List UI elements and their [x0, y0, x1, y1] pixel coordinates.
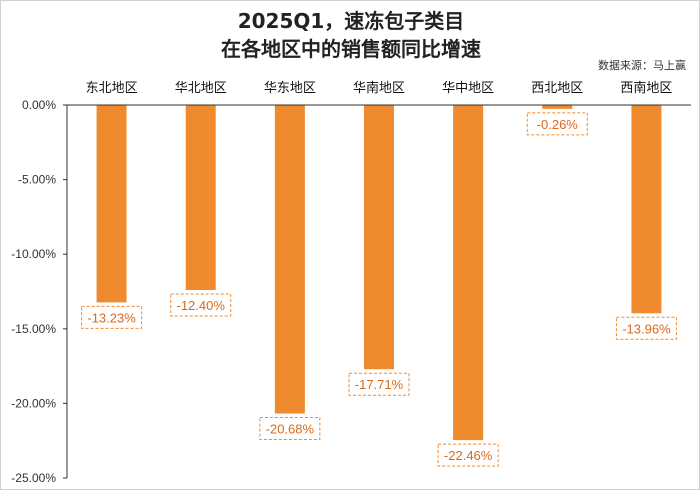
bars-layer: -13.23% -12.40% -20.68% -17.71% -22.46% -0.26…	[81, 105, 677, 467]
bar	[185, 105, 216, 291]
bar	[96, 105, 127, 303]
data-source: 数据来源：马上赢	[598, 58, 686, 72]
category-label: 华南地区	[353, 80, 405, 96]
y-tick-label: 0.00%	[22, 98, 56, 112]
data-label: -22.46%	[444, 448, 493, 463]
category-label: 华中地区	[442, 81, 494, 96]
bar	[631, 105, 662, 314]
bar	[453, 105, 484, 441]
y-tick-label: -20.00%	[11, 396, 56, 410]
data-label: -20.68%	[266, 422, 315, 437]
bar	[274, 105, 305, 414]
chart-title: 2025Q1，速冻包子类目	[238, 9, 465, 33]
data-label-box	[348, 372, 410, 396]
data-label-box	[526, 112, 588, 136]
data-label-box	[437, 443, 499, 467]
y-tick-label: -10.00%	[11, 247, 56, 261]
y-tick-label: -5.00%	[18, 173, 56, 187]
bar	[542, 105, 573, 109]
data-label-box	[81, 305, 143, 329]
category-label: 东北地区	[86, 81, 138, 96]
data-label-box	[615, 316, 677, 340]
category-label: 华东地区	[264, 81, 316, 96]
category-label: 华北地区	[175, 81, 227, 96]
y-tick-label: -25.00%	[11, 471, 56, 485]
data-label-box	[259, 417, 321, 441]
bar	[364, 105, 394, 370]
category-label: 西北地区	[531, 81, 583, 96]
data-label: -0.26%	[537, 117, 579, 132]
data-label: -12.40%	[177, 298, 226, 313]
category-label: 西南地区	[620, 80, 672, 96]
y-tick-label: -15.00%	[11, 322, 56, 336]
data-label: -17.71%	[355, 377, 404, 392]
data-label: -13.96%	[622, 321, 671, 336]
data-label-box	[170, 293, 232, 317]
chart-subtitle: 在各地区中的销售额同比增速	[221, 37, 481, 61]
axis-layer: 0.00% -5.00% -10.00% -15.00% -20.00% -25.00% 东…	[11, 80, 691, 485]
data-label: -13.23%	[87, 310, 136, 325]
